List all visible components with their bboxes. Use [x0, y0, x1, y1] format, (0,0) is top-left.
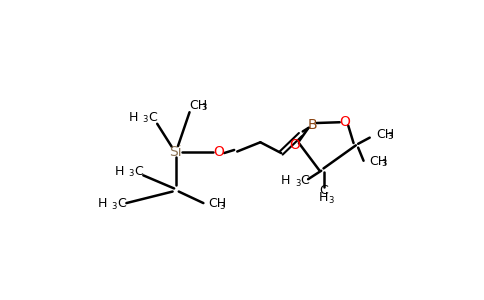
Text: 3: 3	[143, 116, 148, 124]
Text: H: H	[281, 174, 290, 187]
Text: 3: 3	[129, 169, 134, 178]
Text: CH: CH	[208, 197, 226, 210]
Text: CH: CH	[370, 155, 388, 168]
Text: CH: CH	[376, 128, 394, 141]
Text: 3: 3	[381, 159, 387, 168]
Text: O: O	[289, 138, 301, 152]
Text: C: C	[301, 174, 309, 187]
Text: B: B	[307, 118, 317, 131]
Text: C: C	[148, 111, 157, 124]
Text: H: H	[115, 165, 124, 178]
Text: H: H	[129, 111, 138, 124]
Text: O: O	[340, 115, 350, 129]
Text: C: C	[134, 165, 143, 178]
Text: O: O	[213, 145, 224, 158]
Text: 3: 3	[387, 132, 393, 141]
Text: 3: 3	[201, 103, 207, 112]
Text: H: H	[319, 191, 328, 204]
Text: 3: 3	[220, 202, 225, 211]
Text: H: H	[98, 197, 107, 210]
Text: CH: CH	[190, 99, 208, 112]
Text: 3: 3	[112, 202, 117, 211]
Text: 3: 3	[295, 178, 301, 188]
Text: C: C	[117, 197, 126, 210]
Text: Si: Si	[169, 145, 182, 158]
Text: C: C	[319, 184, 328, 196]
Text: 3: 3	[328, 196, 333, 205]
